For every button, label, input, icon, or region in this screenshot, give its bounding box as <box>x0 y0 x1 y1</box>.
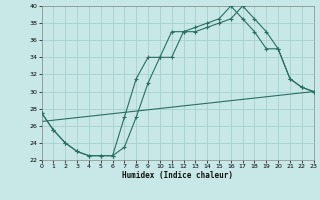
X-axis label: Humidex (Indice chaleur): Humidex (Indice chaleur) <box>122 171 233 180</box>
